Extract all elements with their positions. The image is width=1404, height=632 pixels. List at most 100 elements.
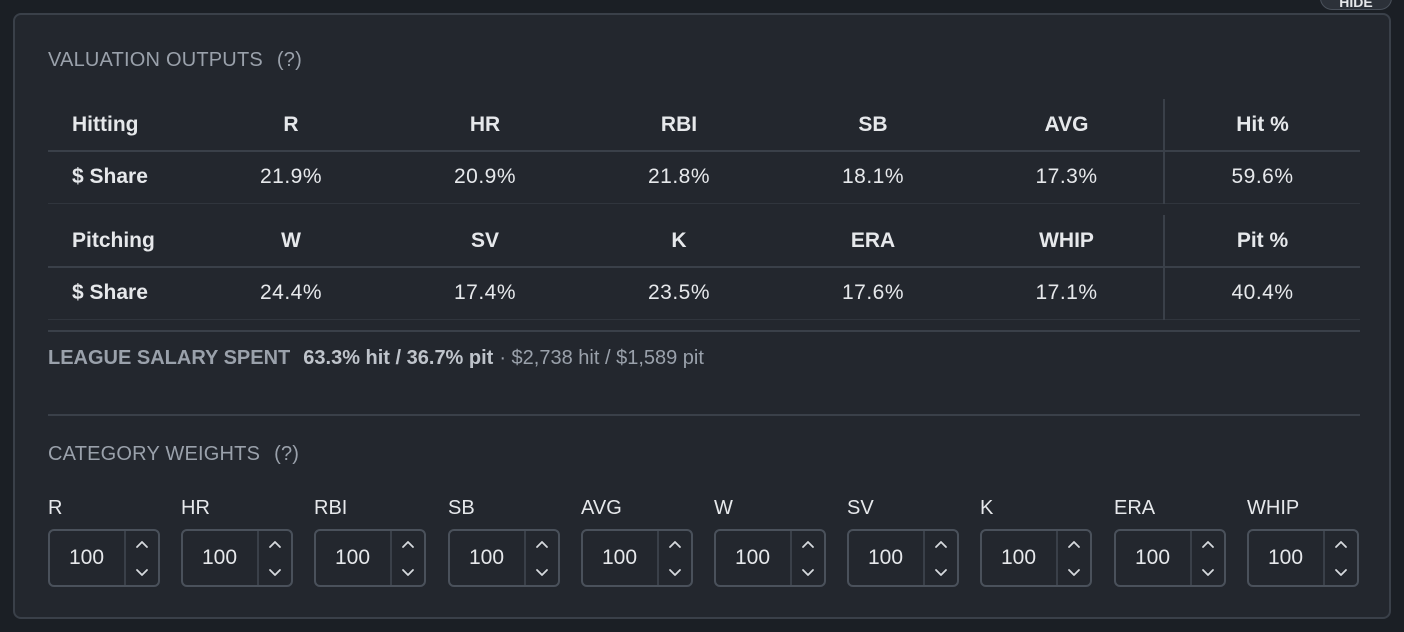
weight-hr-stepper[interactable]: 100 bbox=[181, 529, 293, 587]
table-row: $ Share 21.9% 20.9% 21.8% 18.1% 17.3% 59… bbox=[48, 151, 1360, 204]
weight-label: WHIP bbox=[1247, 497, 1300, 519]
share-k: 23.5% bbox=[582, 267, 776, 320]
weight-k-stepper[interactable]: 100 bbox=[980, 529, 1092, 587]
weight-r: R 100 bbox=[48, 497, 160, 587]
weight-whip: WHIP 100 bbox=[1247, 497, 1359, 587]
col-header-avg: AVG bbox=[970, 99, 1164, 152]
chevron-up-icon[interactable] bbox=[1058, 531, 1090, 558]
weight-label: ERA bbox=[1114, 497, 1156, 519]
chevron-down-icon[interactable] bbox=[126, 558, 158, 585]
weight-whip-input[interactable]: 100 bbox=[1268, 546, 1304, 569]
hitting-table: Hitting R HR RBI SB AVG Hit % $ Share 21… bbox=[48, 99, 1360, 204]
weight-avg-input[interactable]: 100 bbox=[602, 546, 638, 569]
share-w: 24.4% bbox=[194, 267, 388, 320]
weight-avg-stepper[interactable]: 100 bbox=[581, 529, 693, 587]
chevron-up-icon[interactable] bbox=[392, 531, 424, 558]
category-weights: R 100 HR 100 RBI 100 SB 100 AVG 100 W 100 SV 100 K 100 E… bbox=[48, 497, 1360, 589]
chevron-up-icon[interactable] bbox=[1192, 531, 1224, 558]
valuation-panel: VALUATION OUTPUTS (?) Hitting R HR RBI S… bbox=[13, 13, 1391, 619]
weight-label: W bbox=[714, 497, 733, 519]
stepper-arrows bbox=[1056, 531, 1090, 585]
col-header-era: ERA bbox=[776, 215, 970, 268]
weight-era: ERA 100 bbox=[1114, 497, 1226, 587]
stepper-arrows bbox=[124, 531, 158, 585]
weight-sv: SV 100 bbox=[847, 497, 959, 587]
weight-label: SV bbox=[847, 497, 874, 519]
weight-rbi-stepper[interactable]: 100 bbox=[314, 529, 426, 587]
col-header-k: K bbox=[582, 215, 776, 268]
share-rbi: 21.8% bbox=[582, 151, 776, 204]
weight-sv-stepper[interactable]: 100 bbox=[847, 529, 959, 587]
weight-k-input[interactable]: 100 bbox=[1001, 546, 1037, 569]
category-weights-header: CATEGORY WEIGHTS (?) bbox=[48, 443, 299, 466]
share-label: $ Share bbox=[48, 151, 194, 204]
chevron-up-icon[interactable] bbox=[126, 531, 158, 558]
chevron-down-icon[interactable] bbox=[259, 558, 291, 585]
chevron-down-icon[interactable] bbox=[1192, 558, 1224, 585]
stepper-arrows bbox=[1190, 531, 1224, 585]
share-r: 21.9% bbox=[194, 151, 388, 204]
col-header-pit-pct: Pit % bbox=[1163, 215, 1360, 268]
weight-r-stepper[interactable]: 100 bbox=[48, 529, 160, 587]
chevron-down-icon[interactable] bbox=[925, 558, 957, 585]
chevron-up-icon[interactable] bbox=[1325, 531, 1357, 558]
share-whip: 17.1% bbox=[970, 267, 1164, 320]
chevron-down-icon[interactable] bbox=[1325, 558, 1357, 585]
share-hr: 20.9% bbox=[388, 151, 582, 204]
divider bbox=[48, 414, 1360, 416]
share-era: 17.6% bbox=[776, 267, 970, 320]
col-header-rbi: RBI bbox=[582, 99, 776, 152]
weight-avg: AVG 100 bbox=[581, 497, 693, 587]
weight-label: AVG bbox=[581, 497, 622, 519]
divider bbox=[48, 330, 1360, 332]
chevron-down-icon[interactable] bbox=[1058, 558, 1090, 585]
salary-ratio: 63.3% hit / 36.7% pit bbox=[303, 347, 494, 369]
chevron-down-icon[interactable] bbox=[792, 558, 824, 585]
share-sb: 18.1% bbox=[776, 151, 970, 204]
chevron-down-icon[interactable] bbox=[526, 558, 558, 585]
weight-sb-input[interactable]: 100 bbox=[469, 546, 505, 569]
chevron-down-icon[interactable] bbox=[392, 558, 424, 585]
salary-amounts: · $2,738 hit / $1,589 pit bbox=[499, 347, 704, 369]
valuation-outputs-title: VALUATION OUTPUTS bbox=[48, 49, 263, 71]
chevron-up-icon[interactable] bbox=[925, 531, 957, 558]
weight-hr-input[interactable]: 100 bbox=[202, 546, 238, 569]
weight-label: RBI bbox=[314, 497, 348, 519]
weight-w-stepper[interactable]: 100 bbox=[714, 529, 826, 587]
weight-label: SB bbox=[448, 497, 475, 519]
weights-help-icon[interactable]: (?) bbox=[274, 443, 300, 465]
salary-label: LEAGUE SALARY SPENT bbox=[48, 347, 291, 369]
col-header-w: W bbox=[194, 215, 388, 268]
pitching-table: Pitching W SV K ERA WHIP Pit % $ Share 2… bbox=[48, 215, 1360, 320]
weight-label: HR bbox=[181, 497, 210, 519]
valuation-outputs-header: VALUATION OUTPUTS (?) bbox=[48, 49, 302, 72]
valuation-help-icon[interactable]: (?) bbox=[276, 49, 302, 71]
weight-rbi-input[interactable]: 100 bbox=[335, 546, 371, 569]
chevron-up-icon[interactable] bbox=[792, 531, 824, 558]
weight-w-input[interactable]: 100 bbox=[735, 546, 771, 569]
share-sv: 17.4% bbox=[388, 267, 582, 320]
chevron-up-icon[interactable] bbox=[659, 531, 691, 558]
weight-label: R bbox=[48, 497, 63, 519]
weight-era-input[interactable]: 100 bbox=[1135, 546, 1171, 569]
share-hit-pct: 59.6% bbox=[1163, 151, 1360, 204]
col-header-r: R bbox=[194, 99, 388, 152]
weight-whip-stepper[interactable]: 100 bbox=[1247, 529, 1359, 587]
stepper-arrows bbox=[1323, 531, 1357, 585]
weight-label: K bbox=[980, 497, 994, 519]
chevron-down-icon[interactable] bbox=[659, 558, 691, 585]
weight-r-input[interactable]: 100 bbox=[69, 546, 105, 569]
hide-button[interactable]: HIDE bbox=[1320, 0, 1392, 10]
stepper-arrows bbox=[524, 531, 558, 585]
table-row: $ Share 24.4% 17.4% 23.5% 17.6% 17.1% 40… bbox=[48, 267, 1360, 320]
stepper-arrows bbox=[657, 531, 691, 585]
league-salary-spent: LEAGUE SALARY SPENT 63.3% hit / 36.7% pi… bbox=[48, 347, 704, 370]
category-weights-title: CATEGORY WEIGHTS bbox=[48, 443, 261, 465]
weight-era-stepper[interactable]: 100 bbox=[1114, 529, 1226, 587]
weight-sb-stepper[interactable]: 100 bbox=[448, 529, 560, 587]
hitting-header: Hitting bbox=[48, 99, 194, 152]
chevron-up-icon[interactable] bbox=[526, 531, 558, 558]
weight-sv-input[interactable]: 100 bbox=[868, 546, 904, 569]
hitting-header-row: Hitting R HR RBI SB AVG Hit % bbox=[48, 99, 1360, 152]
chevron-up-icon[interactable] bbox=[259, 531, 291, 558]
